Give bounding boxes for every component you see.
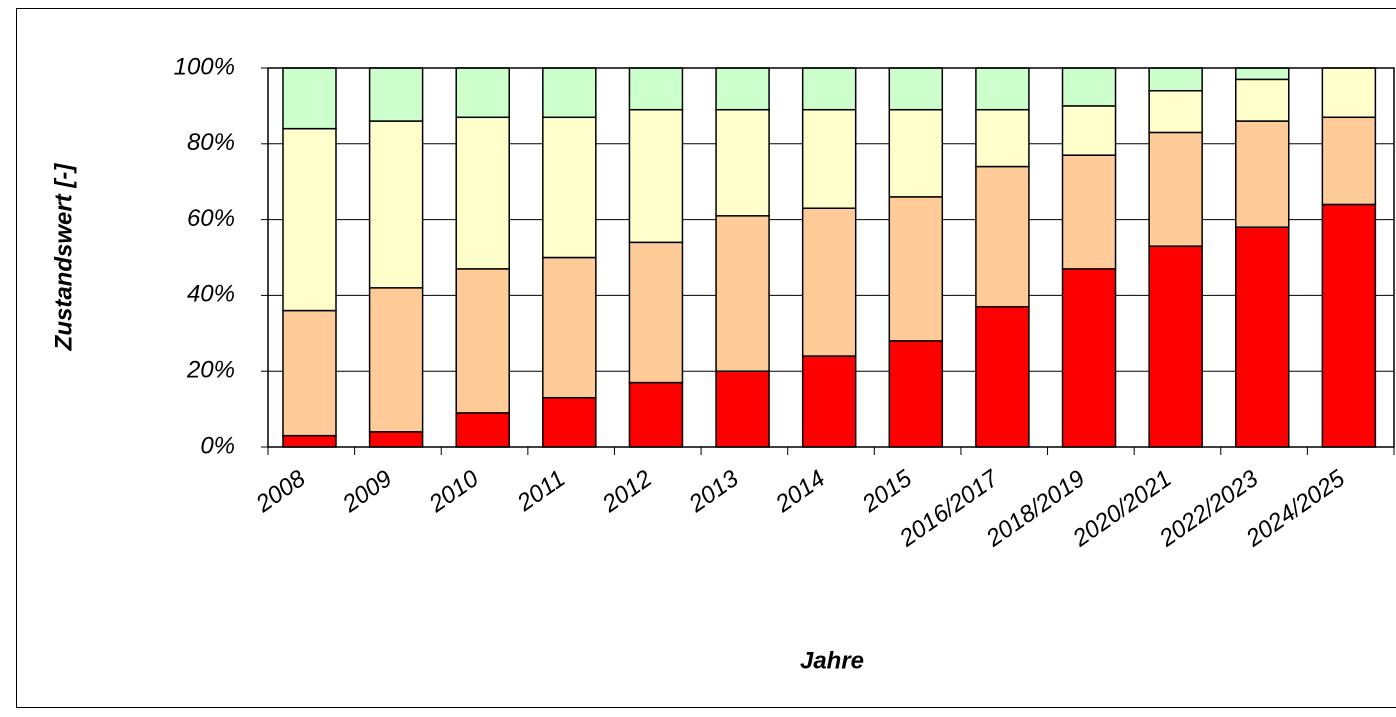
bar-segment bbox=[888, 108, 944, 198]
x-tick-label: 2014 bbox=[770, 465, 830, 518]
bar-segment bbox=[282, 127, 337, 312]
y-tick-label: 80% bbox=[187, 129, 235, 156]
bar-segment bbox=[975, 67, 1030, 111]
bar-segment bbox=[1061, 154, 1117, 270]
bar-segment bbox=[1148, 67, 1203, 92]
bar-segment bbox=[715, 370, 770, 448]
bar-segment bbox=[455, 268, 510, 414]
bar-segment bbox=[282, 434, 337, 448]
bar-segment bbox=[1148, 131, 1203, 247]
bar-segment bbox=[628, 67, 684, 111]
bar-segment bbox=[1061, 268, 1117, 448]
x-tick-label: 2011 bbox=[512, 465, 571, 517]
x-tick-label: 2012 bbox=[597, 465, 657, 518]
bar-segment bbox=[1321, 67, 1377, 119]
bar-segment bbox=[715, 108, 770, 217]
x-tick-label: 2013 bbox=[683, 465, 744, 519]
bar-segment bbox=[1148, 89, 1203, 134]
bar-segment bbox=[1148, 245, 1203, 448]
y-tick-label: 0% bbox=[200, 432, 235, 459]
x-axis-title: Jahre bbox=[800, 647, 864, 674]
bar-segment bbox=[888, 340, 944, 448]
bar-segment bbox=[542, 396, 597, 448]
bar-segment bbox=[282, 309, 337, 437]
bar-segment bbox=[888, 67, 944, 111]
bar-segment bbox=[801, 108, 857, 209]
chart-border bbox=[16, 8, 1396, 708]
bar-segment bbox=[542, 256, 597, 399]
x-tick-label: 2008 bbox=[250, 465, 311, 519]
bar-segment bbox=[368, 67, 424, 122]
bar-segment bbox=[1321, 203, 1377, 448]
bar-segment bbox=[1321, 116, 1377, 206]
bar-segment bbox=[455, 412, 510, 448]
plot-border bbox=[267, 67, 1395, 448]
bar-segment bbox=[975, 165, 1030, 308]
x-tick-label: 2024/2025 bbox=[1241, 465, 1351, 553]
bar-segment bbox=[1235, 120, 1290, 228]
bar-segment bbox=[1061, 105, 1117, 156]
bar-segment bbox=[1235, 226, 1290, 448]
bar-segment bbox=[1235, 78, 1290, 122]
bar-segment bbox=[542, 116, 597, 259]
x-tick-label: 2018/2019 bbox=[981, 465, 1090, 553]
bar-segment bbox=[801, 355, 857, 448]
bar-segment bbox=[801, 67, 857, 111]
bar-segment bbox=[368, 120, 424, 289]
x-tick-label: 2015 bbox=[857, 465, 918, 519]
bar-segment bbox=[801, 207, 857, 357]
y-tick-label: 20% bbox=[186, 357, 235, 384]
bar-segment bbox=[715, 67, 770, 111]
bar-segment bbox=[628, 241, 684, 384]
bar-segment bbox=[282, 67, 337, 130]
bar-segment bbox=[368, 431, 424, 448]
y-tick-label: 40% bbox=[187, 281, 235, 308]
bar-segment bbox=[975, 108, 1030, 168]
bar-segment bbox=[1061, 67, 1117, 107]
bar-segment bbox=[888, 196, 944, 342]
bar-segment bbox=[1235, 67, 1290, 81]
bar-segment bbox=[368, 287, 424, 433]
y-tick-label: 100% bbox=[174, 53, 235, 80]
bar-segment bbox=[628, 108, 684, 244]
bar-segment bbox=[542, 67, 597, 119]
bar-segment bbox=[715, 215, 770, 372]
x-tick-label: 2010 bbox=[424, 465, 485, 519]
y-tick-label: 60% bbox=[187, 205, 235, 232]
bar-segment bbox=[975, 306, 1030, 448]
x-tick-label: 2009 bbox=[337, 465, 397, 518]
bar-segment bbox=[455, 67, 510, 119]
bar-segment bbox=[455, 116, 510, 270]
x-tick-label: 2020/2021 bbox=[1067, 465, 1176, 553]
y-axis-title: Zustandswert [-] bbox=[50, 163, 77, 352]
bar-segment bbox=[628, 381, 684, 448]
